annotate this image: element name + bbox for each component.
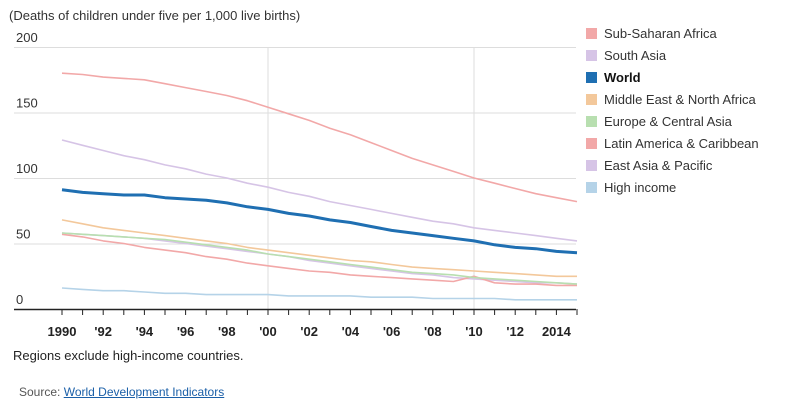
series-group <box>61 72 578 301</box>
legend-label: Latin America & Caribbean <box>604 135 759 151</box>
legend-item: South Asia <box>586 44 759 66</box>
legend-item: Latin America & Caribbean <box>586 132 759 154</box>
x-tick-label: '94 <box>136 324 154 339</box>
legend-swatch <box>586 49 597 61</box>
y-axis-label: (Deaths of children under five per 1,000… <box>9 8 301 23</box>
x-tick-label: '00 <box>259 324 277 339</box>
legend-item: High income <box>586 176 759 198</box>
y-tick-label: 100 <box>16 161 38 176</box>
legend-item: Sub-Saharan Africa <box>586 22 759 44</box>
y-tick-label: 0 <box>16 292 23 307</box>
x-tick-label: '12 <box>506 324 524 339</box>
legend-item: Europe & Central Asia <box>586 110 759 132</box>
series-line <box>61 287 577 301</box>
x-tick-label: '92 <box>94 324 112 339</box>
source-line: Source: World Development Indicators <box>19 385 224 399</box>
series-line <box>61 188 578 255</box>
legend-swatch <box>586 181 597 193</box>
series-line <box>61 219 577 278</box>
x-tick-label: '06 <box>383 324 401 339</box>
x-tick-label: 1990 <box>48 324 77 339</box>
legend-swatch <box>586 137 597 149</box>
legend-label: East Asia & Pacific <box>604 157 713 173</box>
source-link[interactable]: World Development Indicators <box>63 385 225 399</box>
x-tick-label: '98 <box>218 324 236 339</box>
legend-swatch <box>586 159 597 171</box>
footnote: Regions exclude high-income countries. <box>13 348 244 363</box>
x-tick-label: 2014 <box>542 324 572 339</box>
y-tick-label: 200 <box>16 30 38 45</box>
legend-label: High income <box>604 179 677 195</box>
x-tick-label: '96 <box>177 324 195 339</box>
x-tick-label: '02 <box>300 324 318 339</box>
series-line <box>61 233 577 287</box>
source-label: Source: <box>19 385 61 399</box>
legend-swatch <box>586 93 597 105</box>
y-axis: 0 50 100 150 200 <box>16 30 38 307</box>
legend-label: Middle East & North Africa <box>604 91 756 107</box>
y-tick-label: 150 <box>16 96 38 111</box>
legend-item: Middle East & North Africa <box>586 88 759 110</box>
series-line <box>61 232 578 285</box>
legend-swatch <box>586 115 597 127</box>
legend-label: Europe & Central Asia <box>604 113 732 129</box>
legend: Sub-Saharan Africa South Asia World Middle … <box>586 22 759 198</box>
legend-label: South Asia <box>604 47 667 63</box>
legend-label: World <box>604 69 641 85</box>
legend-item: World <box>586 66 759 88</box>
x-tick-label: '10 <box>465 324 483 339</box>
series-line <box>61 72 578 203</box>
legend-label: Sub-Saharan Africa <box>604 25 717 41</box>
y-tick-label: 50 <box>16 227 30 242</box>
x-tick-label: '08 <box>424 324 442 339</box>
legend-item: East Asia & Pacific <box>586 154 759 176</box>
legend-swatch <box>586 71 597 83</box>
x-tick-label: '04 <box>342 324 360 339</box>
series-line <box>61 139 578 242</box>
x-axis: 1990 '92 '94 '96 '98 '00 '02 '04 '06 '08 '10 '12 201… <box>14 308 578 339</box>
series-line <box>61 232 578 285</box>
legend-swatch <box>586 27 597 39</box>
